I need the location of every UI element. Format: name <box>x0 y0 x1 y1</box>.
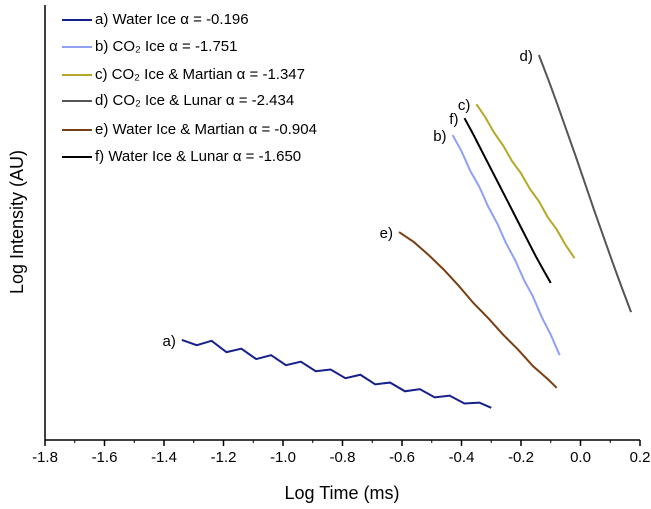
x-tick-label: -1.4 <box>151 449 177 466</box>
data-line <box>537 54 633 313</box>
line-tag: d) <box>520 48 533 65</box>
legend-label: e) Water Ice & Martian α = -0.904 <box>95 121 317 138</box>
x-tick-label: -1.6 <box>92 449 118 466</box>
x-tick-label: 0.0 <box>570 449 591 466</box>
data-line <box>398 231 558 389</box>
data-line <box>475 103 576 259</box>
legend-label: b) CO₂ Ice α = -1.751 <box>95 38 237 55</box>
line-tag: f) <box>449 111 458 128</box>
y-axis-title: Log Intensity (AU) <box>7 150 27 294</box>
line-tag: c) <box>458 97 471 114</box>
x-tick-label: -0.6 <box>389 449 415 466</box>
x-tick-label: -0.8 <box>330 449 356 466</box>
line-tag: a) <box>163 333 176 350</box>
x-axis-title: Log Time (ms) <box>284 483 399 503</box>
line-tag: b) <box>433 128 446 145</box>
x-tick-label: -0.2 <box>508 449 534 466</box>
data-line <box>451 134 561 356</box>
x-tick-label: 0.2 <box>630 449 651 466</box>
legend-label: c) CO₂ Ice & Martian α = -1.347 <box>95 66 305 83</box>
legend-label: a) Water Ice α = -0.196 <box>95 11 249 28</box>
line-tag: e) <box>380 225 393 242</box>
data-line <box>181 339 492 409</box>
x-tick-label: -1.8 <box>32 449 58 466</box>
x-tick-label: -1.0 <box>270 449 296 466</box>
legend-label: d) CO₂ Ice & Lunar α = -2.434 <box>95 92 294 109</box>
data-line <box>463 117 552 284</box>
x-tick-label: -1.2 <box>211 449 237 466</box>
x-tick-label: -0.4 <box>449 449 475 466</box>
legend-label: f) Water Ice & Lunar α = -1.650 <box>95 148 301 165</box>
